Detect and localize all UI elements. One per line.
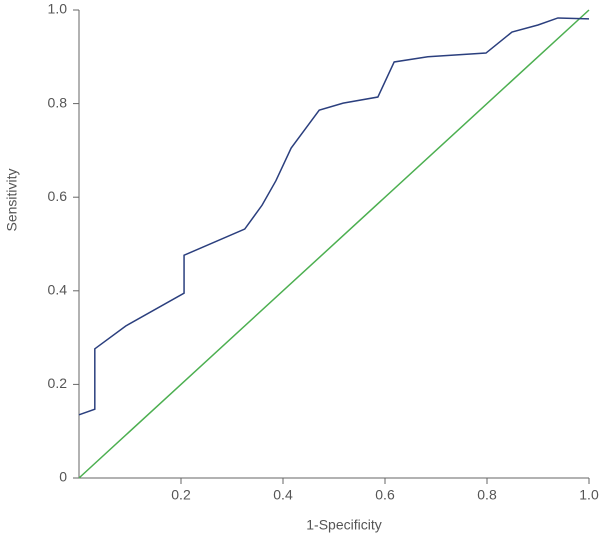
y-tick-label: 0.4: [48, 282, 68, 298]
y-tick-label: 0.2: [48, 375, 68, 391]
y-tick-label: 0: [59, 469, 67, 485]
x-tick-label: 0.8: [477, 487, 497, 503]
line-series: [78, 17, 590, 416]
y-tick-label: 1.0: [48, 1, 68, 17]
y-axis-label: Sensitivity: [4, 168, 20, 231]
line-series: [78, 9, 590, 479]
y-tick-label: 0.6: [48, 188, 68, 204]
x-tick-label: 0.6: [375, 487, 395, 503]
x-tick-label: 1.0: [579, 487, 599, 503]
x-axis-label: 1-Specificity: [306, 517, 381, 533]
y-tick-label: 0.8: [48, 94, 68, 110]
x-tick-label: 0.2: [171, 487, 191, 503]
x-tick-label: 0.4: [273, 487, 293, 503]
